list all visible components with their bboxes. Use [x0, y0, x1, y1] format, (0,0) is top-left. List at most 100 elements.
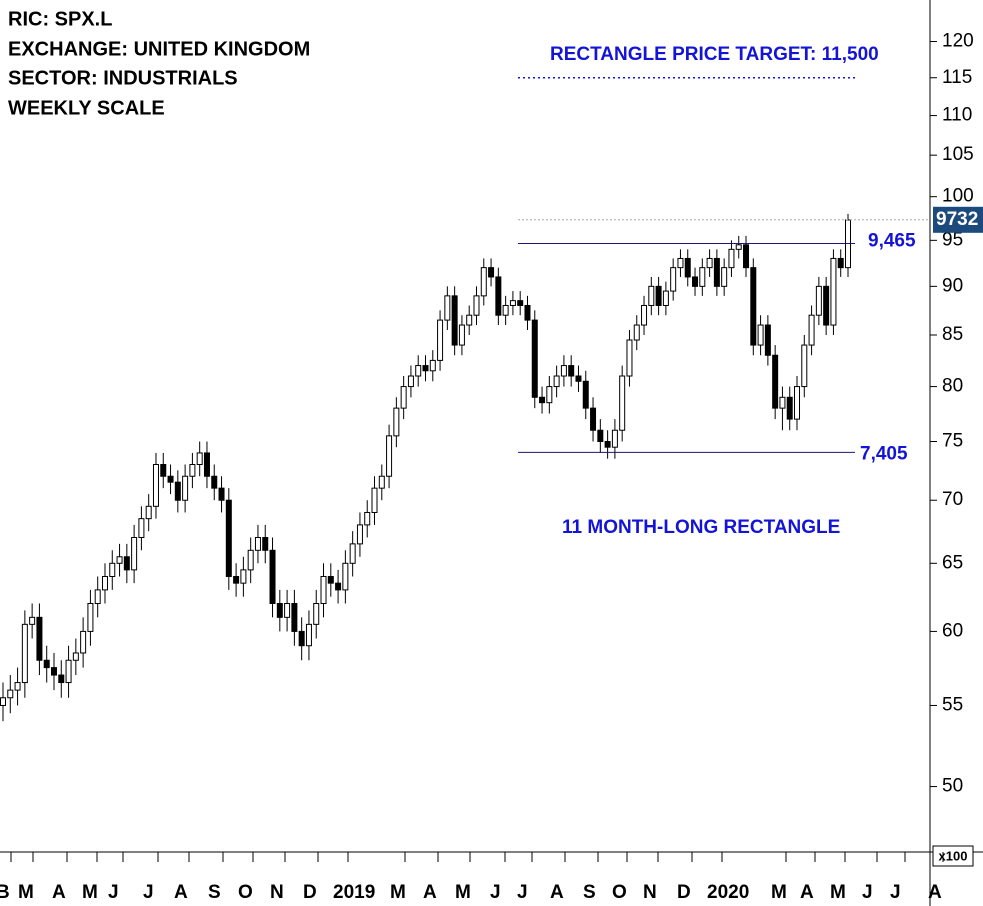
- x-tick-label: M: [82, 882, 98, 903]
- x-tick-label: S: [208, 882, 221, 903]
- candle-body: [327, 575, 334, 584]
- candle-body: [160, 464, 167, 477]
- y-tick-label: 65: [942, 552, 963, 573]
- candle-body: [342, 562, 349, 591]
- candle-body: [29, 616, 36, 625]
- candle-body: [269, 549, 276, 605]
- x-tick-label: N: [270, 882, 284, 903]
- candle-body: [356, 524, 363, 545]
- candle-body: [692, 276, 699, 287]
- candle-body: [58, 674, 65, 684]
- candle-body: [757, 324, 764, 346]
- y-tick-label: 75: [942, 431, 963, 452]
- candle-body: [488, 267, 495, 278]
- y-tick-label: 80: [942, 376, 963, 397]
- candle-body: [145, 505, 152, 520]
- candle-body: [203, 452, 210, 477]
- candle-body: [553, 375, 560, 388]
- x-tick-label: O: [238, 882, 253, 903]
- candle-body: [699, 267, 706, 287]
- y-tick-label: 70: [942, 489, 963, 510]
- candle-body: [21, 623, 28, 684]
- candle-body: [662, 290, 669, 306]
- candle-body: [211, 475, 218, 489]
- candle-body: [138, 518, 145, 539]
- x-tick-label: O: [612, 882, 627, 903]
- candle-body: [611, 429, 618, 448]
- y-tick-label: 60: [942, 620, 963, 641]
- candle-body: [495, 276, 502, 316]
- y-tick-label: 55: [942, 694, 963, 715]
- candle-body: [633, 324, 640, 341]
- candle-body: [0, 697, 6, 706]
- annotation: RECTANGLE PRICE TARGET: 11,500: [550, 44, 879, 65]
- candle-body: [233, 575, 240, 584]
- x-tick-label: J: [108, 882, 119, 903]
- last-price-label: 9732: [936, 209, 978, 230]
- header-line: RIC: SPX.L: [8, 8, 112, 30]
- candle-body: [276, 603, 283, 618]
- candle-body: [386, 435, 393, 477]
- candle-body: [240, 569, 247, 584]
- candle-body: [473, 295, 480, 316]
- candle-body: [305, 623, 312, 647]
- y-tick-label: 85: [942, 324, 963, 345]
- y-tick-label: 90: [942, 275, 963, 296]
- candle-body: [684, 257, 691, 278]
- candle-body: [641, 304, 648, 326]
- x-tick-label: A: [928, 882, 942, 903]
- x-tick-label: J: [890, 882, 901, 903]
- candle-body: [735, 244, 742, 250]
- candle-body: [779, 396, 786, 409]
- candle-body: [335, 582, 342, 591]
- candle-body: [670, 267, 677, 292]
- candle-body: [604, 441, 611, 448]
- y-tick-label: 115: [942, 67, 972, 88]
- candle-body: [619, 375, 626, 431]
- candle-body: [378, 475, 385, 489]
- x-tick-label: S: [583, 882, 596, 903]
- y-tick-label: 100: [942, 186, 974, 207]
- candle-body: [422, 365, 429, 372]
- candle-body: [502, 304, 509, 316]
- candle-body: [36, 616, 43, 661]
- candle-body: [480, 267, 487, 297]
- candle-body: [830, 257, 837, 326]
- candle-body: [262, 537, 269, 551]
- candle-body: [728, 248, 735, 269]
- candle-body: [94, 589, 101, 605]
- candle-body: [254, 537, 261, 551]
- candle-body: [320, 575, 327, 605]
- candle-body: [167, 475, 174, 483]
- candles: [0, 213, 851, 722]
- candle-body: [349, 543, 356, 564]
- x-tick-label: D: [677, 882, 691, 903]
- candle-body: [189, 464, 196, 477]
- y-tick-label: 50: [942, 776, 963, 797]
- candle-body: [655, 285, 662, 306]
- candle-body: [597, 429, 604, 443]
- x-tick-label: A: [550, 882, 564, 903]
- candle-body: [65, 659, 72, 684]
- y-tick-label: 95: [942, 229, 963, 250]
- x-tick-label: 2019: [333, 882, 375, 903]
- candle-body: [218, 487, 225, 501]
- candle-body: [50, 667, 57, 676]
- candle-body: [7, 689, 14, 699]
- x-tick-label: M: [18, 882, 34, 903]
- candle-body: [72, 652, 79, 661]
- y-tick-label: 110: [942, 105, 972, 126]
- candle-body: [648, 285, 655, 306]
- x-tick-label: A: [423, 882, 437, 903]
- y-tick-label: 105: [942, 144, 974, 165]
- candle-body: [750, 267, 757, 346]
- header-line: SECTOR: INDUSTRIALS: [8, 67, 238, 89]
- candle-body: [444, 295, 451, 321]
- candle-body: [284, 603, 291, 618]
- x-tick-label: J: [143, 882, 154, 903]
- level-label: 7,405: [860, 443, 908, 464]
- candle-body: [116, 556, 123, 564]
- candle-body: [466, 314, 473, 326]
- candle-body: [437, 319, 444, 361]
